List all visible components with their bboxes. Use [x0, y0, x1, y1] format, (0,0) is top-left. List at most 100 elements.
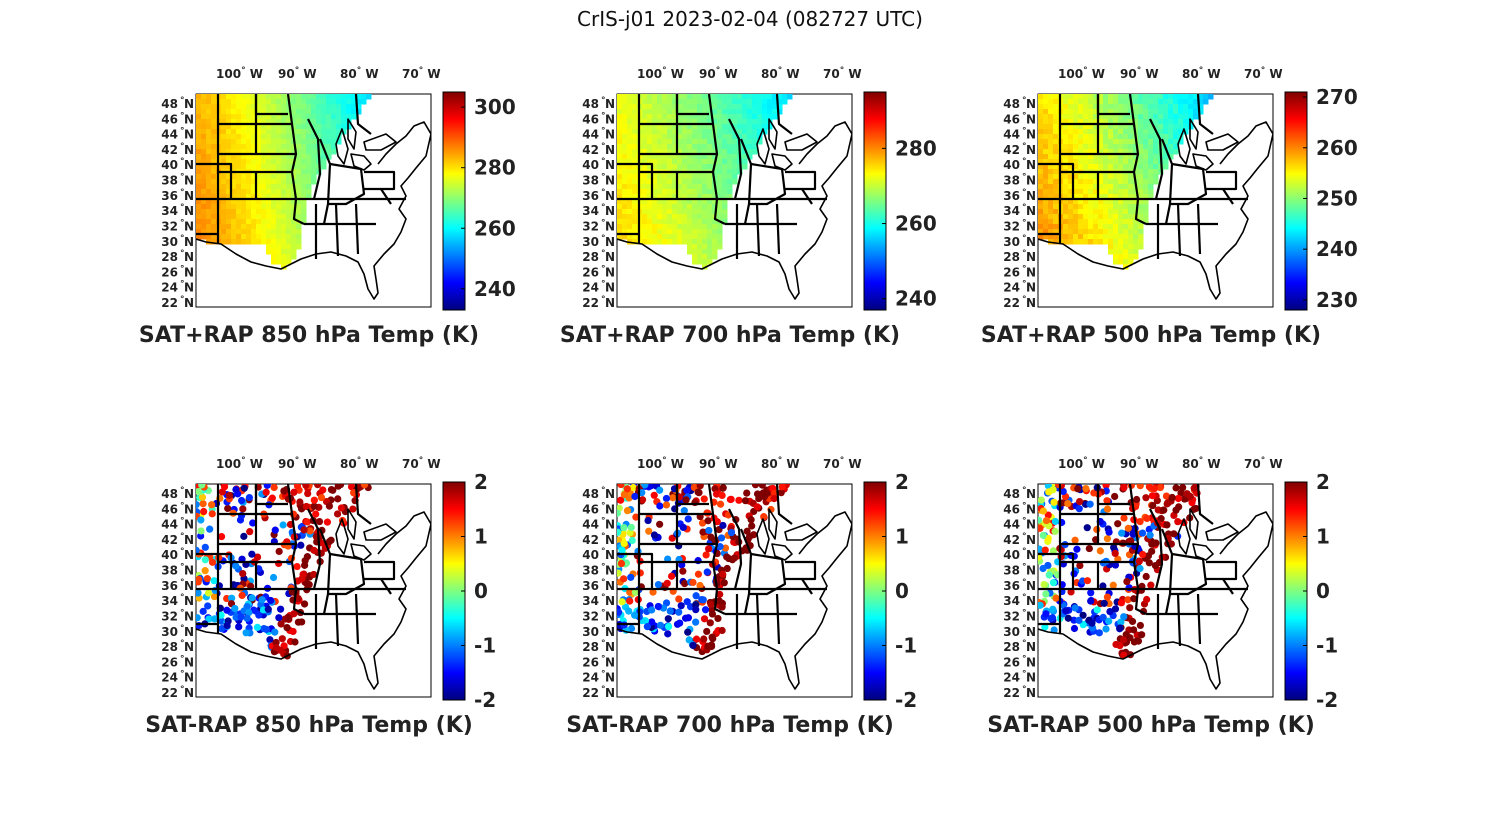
temp-cell [707, 214, 713, 220]
temp-cell [276, 114, 282, 120]
temp-cell [1128, 194, 1134, 200]
temp-cell [1158, 114, 1164, 120]
temp-cell [667, 114, 673, 120]
temp-cell [772, 99, 778, 105]
temp-cell [747, 134, 753, 140]
temp-cell [1103, 174, 1109, 180]
coastline [1192, 153, 1214, 171]
temp-cell [236, 234, 242, 240]
temp-cell [321, 124, 327, 130]
diff-point [245, 493, 253, 502]
diff-point [1172, 484, 1180, 492]
colorbar-tick-label: 1 [474, 525, 488, 549]
lat-tick-label: 46 [582, 502, 599, 516]
diff-point [699, 528, 707, 536]
state-boundary [1196, 484, 1214, 525]
temp-cell [1073, 154, 1079, 160]
temp-cell [1053, 139, 1059, 145]
temp-cell [1173, 99, 1179, 105]
temp-cell [742, 119, 748, 125]
diff-point [1127, 537, 1135, 545]
temp-cell [1063, 149, 1069, 155]
temp-cell [722, 134, 728, 140]
temp-cell [1168, 154, 1174, 160]
diff-point [285, 615, 293, 623]
map-panel-p700: 100° W 90° W 80° W 70° W 48 ° N 46 ° N 44 ° N 42 ° N 40 °… [547, 52, 967, 372]
temp-cell [231, 149, 237, 155]
temp-cell [662, 184, 668, 190]
temp-cell [747, 94, 753, 100]
temp-cell [1198, 94, 1204, 100]
temp-cell [276, 224, 282, 230]
diff-point [199, 607, 207, 615]
temp-cell [692, 144, 698, 150]
temp-cell [196, 234, 202, 240]
temp-cell [211, 184, 217, 190]
temp-cell [1073, 199, 1079, 205]
map-panel-p850: 100° W 90° W 80° W 70° W 48 ° N 46 ° N 44 ° N 42 ° N 40 °… [126, 52, 546, 372]
state-boundary [318, 138, 332, 225]
diff-point [1124, 524, 1132, 532]
temp-cell [707, 219, 713, 225]
temp-cell [251, 159, 257, 165]
lat-degree-mark: ° [180, 127, 185, 137]
temp-cell [266, 154, 272, 160]
colorbar-tick-label: 1 [895, 525, 909, 549]
temp-cell [1103, 114, 1109, 120]
temp-cell [301, 129, 307, 135]
temp-cell [702, 114, 708, 120]
lat-tick-label: 44 [582, 518, 599, 532]
temp-cell [356, 99, 362, 105]
temp-cell [1168, 114, 1174, 120]
lat-degree-mark: ° [601, 578, 606, 588]
temp-cell [1173, 144, 1179, 150]
lat-degree-mark: ° [1022, 295, 1027, 305]
lat-suffix: N [1026, 625, 1036, 639]
temp-cell [206, 124, 212, 130]
temp-cell [236, 114, 242, 120]
temp-cell [622, 234, 628, 240]
temp-cell [241, 179, 247, 185]
diff-point [290, 610, 298, 618]
temp-cell [1198, 109, 1204, 115]
temp-cell [657, 209, 663, 215]
temp-cell [286, 244, 292, 250]
diff-point [719, 521, 727, 530]
temp-cell [677, 144, 683, 150]
temp-cell [1108, 204, 1114, 210]
temp-cell [1078, 209, 1084, 215]
temp-cell [246, 104, 252, 110]
diff-point [211, 615, 219, 623]
temp-cell [1138, 139, 1144, 145]
temp-cell [356, 109, 362, 115]
temp-cell [687, 134, 693, 140]
temp-cell [1043, 189, 1049, 195]
temp-cell [306, 184, 312, 190]
diff-point [730, 538, 738, 546]
temp-cell [271, 139, 277, 145]
temp-cell [707, 124, 713, 130]
temp-cell [1053, 124, 1059, 130]
temp-cell [672, 159, 678, 165]
temp-cell [642, 94, 648, 100]
lat-tick-label: 30 [582, 625, 599, 639]
lat-suffix: N [1026, 487, 1036, 501]
temp-cell [1123, 224, 1129, 230]
temp-cell [226, 159, 232, 165]
temp-cell [692, 259, 698, 265]
temp-cell [752, 109, 758, 115]
diff-point [1142, 572, 1150, 581]
diff-point [778, 484, 786, 491]
coastline [1192, 543, 1214, 561]
temp-cell [722, 144, 728, 150]
temp-cell [667, 119, 673, 125]
temp-cell [316, 99, 322, 105]
temp-cell [1183, 104, 1189, 110]
temp-cell [1118, 164, 1124, 170]
lat-suffix: N [1026, 564, 1036, 578]
diff-point [1103, 593, 1112, 601]
state-boundary [380, 188, 392, 205]
temp-cell [281, 164, 287, 170]
temp-cell [1073, 139, 1079, 145]
temp-cell [722, 164, 728, 170]
